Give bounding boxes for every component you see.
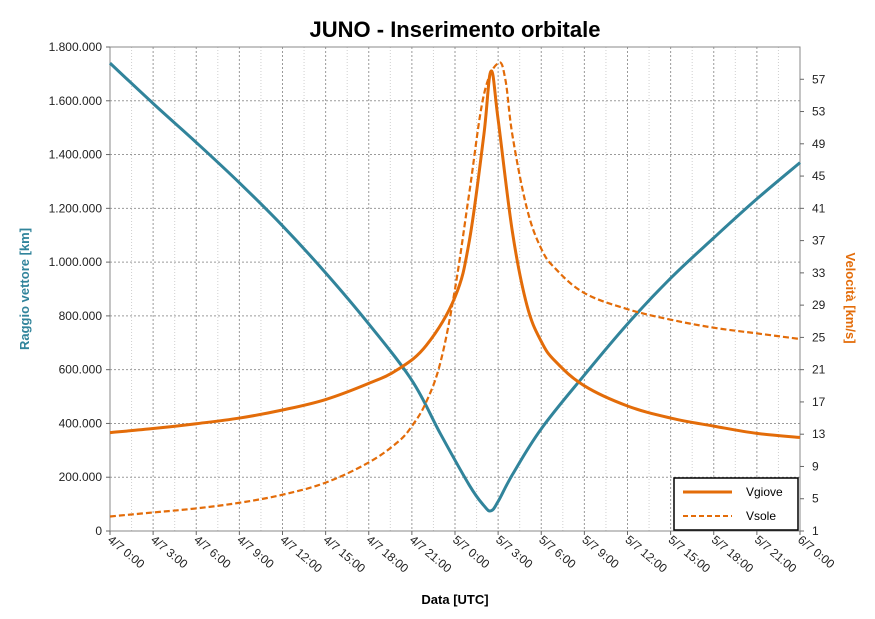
y-right-axis-label: Velocità [km/s]	[843, 252, 858, 343]
y-left-tick-label: 1.600.000	[49, 94, 103, 108]
y-right-tick-label: 9	[812, 459, 819, 473]
y-right-tick-label: 5	[812, 492, 819, 506]
x-tick-label: 5/7 3:00	[493, 533, 535, 572]
y-right-tick-label: 25	[812, 330, 826, 344]
y-left-tick-label: 1.800.000	[49, 40, 103, 54]
y-right-tick-label: 13	[812, 427, 826, 441]
x-tick-label: 5/7 9:00	[579, 533, 621, 572]
y-right-tick-label: 53	[812, 105, 826, 119]
y-left-axis-label: Raggio vettore [km]	[17, 228, 32, 350]
x-tick-label: 4/7 18:00	[364, 533, 412, 576]
y-right-tick-label: 37	[812, 234, 826, 248]
x-tick-label: 5/7 0:00	[450, 533, 492, 572]
y-right-tick-label: 57	[812, 72, 826, 86]
x-axis-label: Data [UTC]	[421, 592, 488, 607]
y-left-tick-label: 200.000	[59, 470, 103, 484]
series-line-raggio-vettore	[108, 62, 801, 513]
y-right-tick-label: 21	[812, 363, 826, 377]
series-line-vsole	[109, 61, 801, 518]
legend-box	[673, 477, 799, 531]
x-tick-label: 5/7 6:00	[536, 533, 578, 572]
x-tick-label: 4/7 12:00	[278, 533, 326, 576]
y-left-tick-label: 1.000.000	[49, 255, 103, 269]
x-tick-label: 6/7 0:00	[795, 533, 837, 572]
series-layer	[108, 61, 801, 518]
legend-label-vgiove: Vgiove	[746, 485, 783, 499]
y-right-tick-label: 33	[812, 266, 826, 280]
y-left-tick-label: 1.200.000	[49, 201, 103, 215]
x-tick-label: 4/7 3:00	[148, 533, 190, 572]
y-left-tick-label: 1.400.000	[49, 148, 103, 162]
legend: Vgiove Vsole	[673, 477, 799, 531]
series-line-vgiove	[109, 69, 801, 439]
x-tick-label: 5/7 12:00	[623, 533, 671, 576]
legend-label-vsole: Vsole	[746, 509, 776, 523]
x-tick-label: 4/7 15:00	[321, 533, 369, 576]
y-left-tick-label: 0	[95, 524, 102, 538]
x-tick-label: 5/7 18:00	[709, 533, 757, 576]
x-tick-label: 4/7 21:00	[407, 533, 455, 576]
y-left-tick-label: 400.000	[59, 416, 103, 430]
y-left-tick-label: 600.000	[59, 363, 103, 377]
y-right-tick-label: 45	[812, 169, 826, 183]
x-tick-label: 5/7 21:00	[752, 533, 800, 576]
x-tick-label: 4/7 9:00	[234, 533, 276, 572]
x-tick-label: 5/7 15:00	[666, 533, 714, 576]
y-left-tick-label: 800.000	[59, 309, 103, 323]
x-tick-label: 4/7 0:00	[105, 533, 147, 572]
y-right-tick-label: 29	[812, 298, 826, 312]
chart-title: JUNO - Inserimento orbitale	[310, 17, 601, 42]
y-right-tick-label: 49	[812, 137, 826, 151]
y-right-tick-label: 41	[812, 201, 826, 215]
y-right-tick-label: 1	[812, 524, 819, 538]
y-right-tick-label: 17	[812, 395, 826, 409]
x-tick-label: 4/7 6:00	[191, 533, 233, 572]
